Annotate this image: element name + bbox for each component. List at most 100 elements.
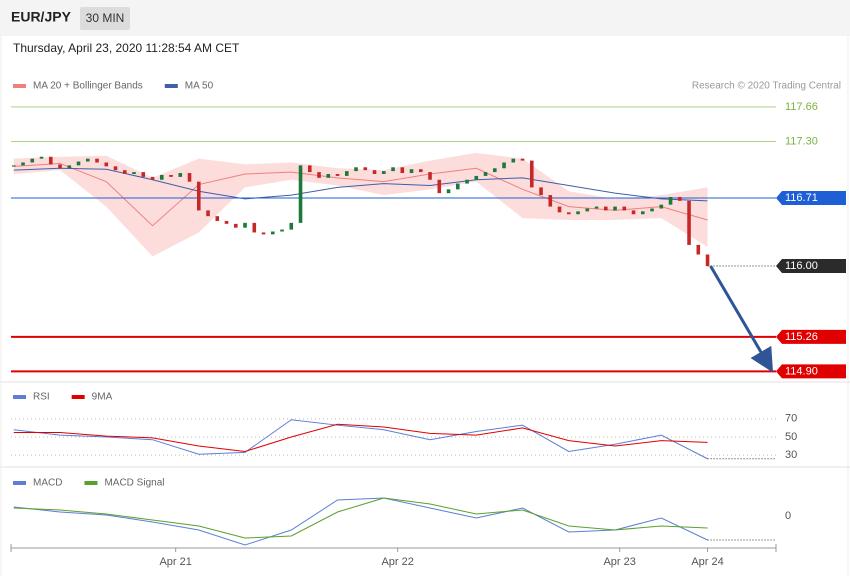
candle — [122, 170, 127, 174]
candle — [215, 216, 220, 221]
x-tick-label: Apr 23 — [603, 556, 635, 568]
level-label: 115.26 — [785, 331, 818, 343]
candle — [344, 171, 349, 176]
legend-swatch — [164, 84, 178, 88]
candle — [696, 244, 701, 255]
y-tick-label: 50 — [785, 431, 797, 443]
candle — [85, 158, 90, 162]
legend-label: 9MA — [92, 392, 113, 403]
candle — [539, 187, 543, 196]
x-tick-label: Apr 24 — [691, 556, 723, 568]
candle — [659, 204, 664, 209]
candle — [585, 208, 590, 212]
legend-label: MACD Signal — [104, 478, 164, 489]
level-tag — [776, 364, 846, 379]
candle — [446, 189, 451, 194]
legend-swatch — [13, 84, 26, 88]
symbol: EUR/JPY — [11, 9, 72, 25]
candle — [196, 181, 201, 211]
candle — [418, 169, 423, 173]
candle — [613, 206, 617, 211]
level-label: 116.00 — [785, 260, 818, 272]
candle — [39, 156, 44, 159]
candle — [520, 158, 525, 161]
indicator-line — [13, 423, 708, 452]
candle — [178, 173, 183, 177]
candle — [30, 158, 35, 163]
candle — [409, 169, 414, 174]
candle — [511, 158, 516, 163]
level-label: 117.66 — [785, 101, 818, 113]
candle — [11, 165, 16, 167]
candle — [557, 206, 562, 213]
candle — [677, 197, 682, 201]
candle — [640, 211, 645, 215]
candle — [317, 172, 321, 178]
candle — [169, 174, 173, 177]
x-tick-label: Apr 21 — [159, 556, 191, 568]
candle — [502, 162, 506, 169]
candle — [594, 206, 599, 209]
legend-swatch — [13, 395, 26, 399]
candle — [58, 164, 62, 169]
candle — [650, 208, 654, 212]
y-tick-label: 0 — [785, 510, 791, 522]
candle — [289, 222, 294, 230]
candle — [252, 222, 257, 233]
top-bar — [0, 0, 850, 36]
candle — [21, 162, 25, 166]
candle — [391, 167, 395, 172]
candle — [455, 183, 460, 190]
legend-swatch — [84, 481, 98, 485]
candle — [270, 231, 275, 235]
candle — [233, 223, 238, 228]
credit: Research © 2020 Trading Central — [692, 81, 841, 92]
candle — [483, 172, 488, 176]
level-label: 117.30 — [785, 135, 818, 147]
candle — [465, 179, 469, 184]
candle — [67, 165, 72, 169]
level-label: 116.71 — [785, 192, 818, 204]
y-tick-label: 30 — [785, 449, 797, 461]
candle — [622, 206, 627, 211]
x-tick-label: Apr 22 — [381, 556, 413, 568]
level-tag — [776, 190, 846, 205]
candle — [363, 167, 368, 171]
candle — [298, 165, 303, 223]
y-tick-label: 70 — [785, 413, 797, 425]
interval-button[interactable] — [80, 7, 130, 30]
candle — [187, 173, 192, 182]
candle — [280, 229, 284, 232]
candle — [400, 167, 405, 174]
interval[interactable]: 30 MIN — [86, 11, 125, 25]
legend-swatch — [71, 395, 85, 399]
candle — [576, 211, 580, 215]
candle — [150, 176, 155, 180]
candle — [48, 156, 53, 165]
candle — [95, 158, 99, 163]
indicator-line — [13, 497, 708, 539]
legend-label: MACD — [33, 478, 62, 489]
candle — [224, 220, 229, 224]
candle — [631, 210, 636, 215]
candle — [705, 254, 710, 266]
candle — [307, 165, 312, 173]
candle — [243, 222, 247, 228]
level-tag — [776, 259, 846, 273]
moving-average — [13, 167, 708, 202]
candle — [354, 167, 358, 172]
candle — [372, 170, 377, 174]
legend-label: RSI — [33, 392, 50, 403]
indicator-line — [13, 419, 708, 460]
candle — [529, 160, 534, 188]
candle — [603, 206, 608, 211]
candle — [132, 172, 136, 174]
candle — [437, 179, 442, 194]
candle — [159, 174, 164, 180]
candle — [113, 166, 118, 171]
candle — [474, 175, 479, 180]
timestamp: Thursday, April 23, 2020 11:28:54 AM CET — [13, 41, 240, 55]
candle — [428, 172, 432, 180]
moving-average — [13, 162, 708, 227]
